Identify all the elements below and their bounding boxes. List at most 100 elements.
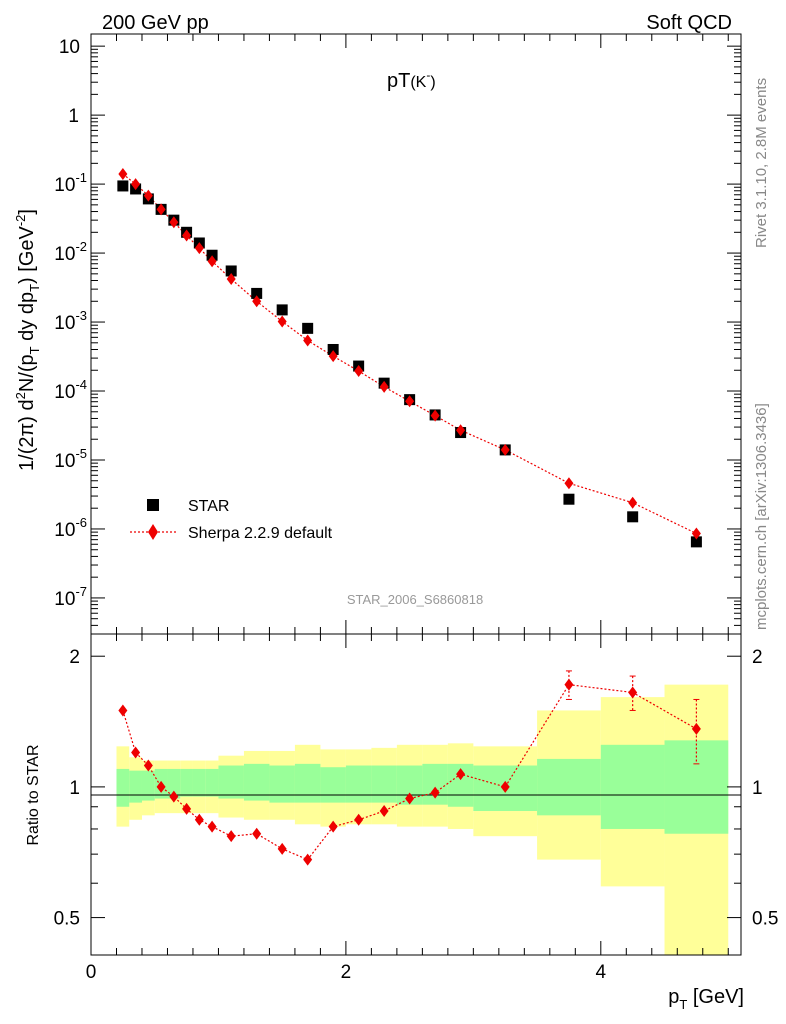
inner-band-bin <box>294 763 321 803</box>
inner-band-bin <box>129 770 142 803</box>
ratio-tick-labels: 0.5 0.5 1 1 2 2 0 2 4 <box>54 647 779 983</box>
main-axis-ticks <box>90 34 741 635</box>
header-left-label: 200 GeV pp <box>102 12 209 34</box>
sherpa-point <box>182 229 192 242</box>
sherpa-point <box>226 273 236 286</box>
ratio-frame <box>90 633 742 956</box>
ratio-sherpa-point <box>564 678 574 691</box>
main-title-sub: (K <box>410 74 426 91</box>
star-point <box>627 511 639 523</box>
ratio-sherpa-point <box>328 820 338 833</box>
legend-star-label: STAR <box>188 498 229 515</box>
sherpa-point <box>328 350 338 363</box>
main-y-tick-label: 10-4 <box>54 377 87 403</box>
sherpa-point <box>252 295 262 308</box>
legend-sherpa-marker <box>148 524 158 540</box>
main-y-tick-label: 1 <box>68 106 79 127</box>
inner-band-bin <box>205 768 219 797</box>
header-right-label: Soft QCD <box>646 12 732 34</box>
main-panel: 10 1 10-1 10-2 10-3 10-4 10-5 10-6 10-7 pT(K-) S… <box>13 33 742 635</box>
inner-band-bin <box>537 758 601 816</box>
inner-band-bin <box>192 768 206 797</box>
ratio-sherpa-point <box>691 722 701 735</box>
main-title-main: pT <box>387 70 410 92</box>
x-axis-label: pT [GeV] <box>668 986 744 1012</box>
sherpa-point <box>564 477 574 490</box>
inner-band-bin <box>664 740 729 834</box>
inner-band-bin <box>243 763 270 801</box>
sherpa-point <box>131 178 141 191</box>
sherpa-point <box>354 365 364 378</box>
star-point <box>563 493 575 505</box>
star-point <box>251 287 263 299</box>
main-y-tick-label: 10-5 <box>54 446 87 472</box>
ratio-sherpa-point <box>226 830 236 843</box>
sherpa-point <box>691 527 701 540</box>
ratio-y-axis-label: Ratio to STAR <box>25 744 42 845</box>
ratio-sherpa-point <box>354 813 364 826</box>
rivet-version-label: Rivet 3.1.10, 2.8M events <box>753 78 770 248</box>
ratio-y-tick-label-left: 0.5 <box>54 909 80 930</box>
x-tick-label: 0 <box>86 962 97 983</box>
ratio-sherpa-point <box>169 790 179 803</box>
ratio-sherpa-point <box>182 802 192 815</box>
inner-band-bin <box>141 770 155 801</box>
star-point <box>276 304 288 316</box>
star-point <box>225 265 237 277</box>
star-point <box>690 536 702 548</box>
ratio-y-tick-label-left: 2 <box>69 647 80 668</box>
main-y-tick-label: 10-3 <box>54 308 87 334</box>
inner-band-bin <box>180 768 193 797</box>
star-point <box>117 180 129 192</box>
legend-star-marker <box>147 499 159 511</box>
sherpa-point <box>500 443 510 456</box>
ratio-sherpa-point <box>118 704 128 717</box>
sherpa-line <box>122 173 697 535</box>
ratio-y-tick-label-left: 1 <box>69 778 80 799</box>
main-y-tick-label: 10-1 <box>54 170 87 196</box>
sherpa-point <box>207 255 217 268</box>
main-title: pT(K-) <box>387 68 436 92</box>
ratio-sherpa-line <box>122 684 697 861</box>
ratio-sherpa-point <box>500 780 510 793</box>
sherpa-point <box>303 334 313 347</box>
ratio-uncertainty-bands <box>116 684 729 955</box>
sherpa-point <box>156 203 166 216</box>
sherpa-point <box>277 315 287 328</box>
main-y-tick-label: 10-7 <box>54 584 87 610</box>
main-title-close: ) <box>430 74 435 91</box>
sherpa-point <box>379 380 389 393</box>
main-y-tick-labels: 10 1 10-1 10-2 10-3 10-4 10-5 10-6 10-7 <box>54 37 87 610</box>
star-point <box>327 343 339 355</box>
main-y-axis-label: 1/(2π) d2N/(pT dy dpT) [GeV-2] <box>13 209 42 471</box>
watermark-label: STAR_2006_S6860818 <box>347 592 483 607</box>
inner-band-bin <box>269 765 295 803</box>
ratio-sherpa-point <box>303 853 313 866</box>
sherpa-point <box>628 496 638 509</box>
ratio-y-tick-label-right: 2 <box>752 647 763 668</box>
sherpa-point <box>118 168 128 181</box>
inner-band-bin <box>345 765 372 803</box>
ratio-sherpa-point <box>143 759 153 772</box>
sherpa-point <box>194 242 204 255</box>
main-y-tick-label: 10-6 <box>54 515 87 541</box>
star-point <box>302 322 314 334</box>
ratio-series-layer <box>118 670 701 866</box>
sherpa-point <box>430 409 440 422</box>
sherpa-point <box>169 216 179 229</box>
legend-sherpa-label: Sherpa 2.2.9 default <box>188 525 333 542</box>
inner-band-bin <box>167 768 181 799</box>
ratio-y-tick-label-right: 0.5 <box>752 909 778 930</box>
ratio-sherpa-point <box>277 842 287 855</box>
sherpa-point <box>143 189 153 202</box>
inner-band-bin <box>320 767 346 803</box>
ratio-sherpa-point <box>405 792 415 805</box>
sherpa-point <box>456 424 466 437</box>
star-point <box>206 249 218 261</box>
main-y-tick-label: 10 <box>59 37 80 58</box>
inner-band-bin <box>371 765 397 803</box>
main-y-tick-label: 10-2 <box>54 239 87 265</box>
main-title-sup: - <box>426 68 430 82</box>
ratio-sherpa-point <box>131 746 141 759</box>
